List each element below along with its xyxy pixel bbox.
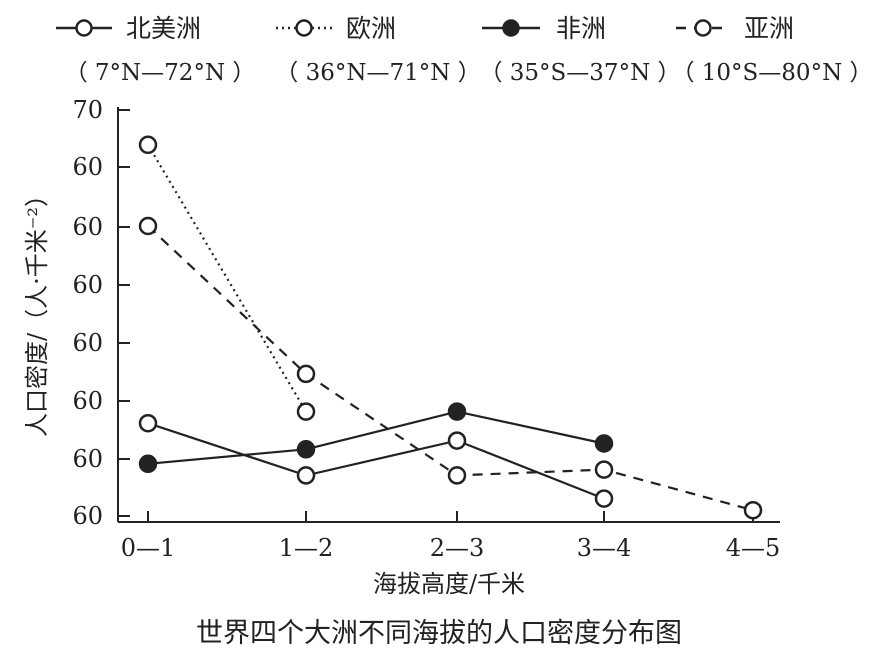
x-tick-label: 2—3 bbox=[430, 534, 485, 562]
y-tick-label: 60 bbox=[72, 153, 103, 181]
legend-range-label: （ 36°N—71°N ） bbox=[275, 60, 480, 86]
y-ticks: 60 60 60 60 60 60 60 70 bbox=[72, 96, 130, 530]
data-point bbox=[447, 402, 467, 421]
data-point bbox=[296, 440, 316, 459]
data-point bbox=[447, 466, 467, 485]
legend-label: 非洲 bbox=[556, 14, 606, 43]
series-markers bbox=[138, 135, 763, 520]
series-line bbox=[147, 225, 754, 512]
series-line bbox=[147, 422, 605, 500]
legend-item: 非洲 （ 35°S—37°N ） bbox=[479, 14, 680, 86]
x-tick-label: 0—1 bbox=[121, 534, 176, 562]
y-tick-label: 60 bbox=[72, 271, 103, 299]
axes bbox=[117, 107, 780, 523]
legend-marker bbox=[694, 19, 712, 37]
y-tick-label: 60 bbox=[72, 213, 103, 241]
x-tick-label: 3—4 bbox=[577, 534, 632, 562]
y-axis-title: 人口密度/（人·千米⁻²） bbox=[23, 183, 51, 437]
data-point bbox=[594, 489, 614, 508]
y-tick-label: 60 bbox=[72, 387, 103, 415]
x-tick-label: 4—5 bbox=[726, 534, 781, 562]
y-tick-label: 60 bbox=[72, 329, 103, 357]
data-point bbox=[138, 454, 158, 474]
data-point bbox=[138, 413, 158, 433]
series-line bbox=[147, 144, 307, 413]
legend-range-label: （ 35°S—37°N ） bbox=[479, 60, 680, 86]
data-point bbox=[594, 460, 614, 479]
series-line bbox=[147, 410, 605, 465]
series-lines bbox=[147, 144, 754, 512]
chart-title: 世界四个大洲不同海拔的人口密度分布图 bbox=[196, 618, 682, 648]
data-point bbox=[296, 466, 316, 485]
data-point bbox=[138, 216, 158, 236]
legend-label: 欧洲 bbox=[346, 14, 396, 43]
legend-label: 亚洲 bbox=[744, 14, 794, 43]
legend-range-label: （ 10°S—80°N ） bbox=[671, 60, 872, 86]
legend-marker bbox=[75, 19, 93, 37]
y-tick-label: 60 bbox=[72, 502, 103, 530]
legend-range-label: （ 7°N—72°N ） bbox=[65, 60, 256, 86]
legend-item: 亚洲 （ 10°S—80°N ） bbox=[671, 14, 872, 86]
data-point bbox=[138, 135, 158, 155]
y-tick-label: 60 bbox=[72, 445, 103, 473]
legend-item: 欧洲 （ 36°N—71°N ） bbox=[275, 14, 480, 86]
legend: 北美洲 （ 7°N—72°N ） 欧洲 （ 36°N—71°N ） 非洲 （ 35°S—3… bbox=[56, 14, 873, 86]
data-point bbox=[594, 434, 614, 453]
data-point bbox=[447, 431, 467, 450]
legend-marker bbox=[295, 19, 313, 37]
data-point bbox=[743, 500, 763, 520]
data-point bbox=[296, 402, 316, 421]
legend-label: 北美洲 bbox=[126, 14, 201, 43]
legend-item: 北美洲 （ 7°N—72°N ） bbox=[56, 14, 255, 86]
data-point bbox=[296, 364, 316, 384]
legend-marker bbox=[502, 19, 520, 37]
x-tick-label: 1—2 bbox=[279, 534, 334, 562]
y-tick-label: 70 bbox=[72, 96, 103, 124]
x-ticks: 0—1 1—2 2—3 3—4 4—5 bbox=[121, 511, 781, 562]
x-axis-title: 海拔高度/千米 bbox=[373, 570, 525, 598]
